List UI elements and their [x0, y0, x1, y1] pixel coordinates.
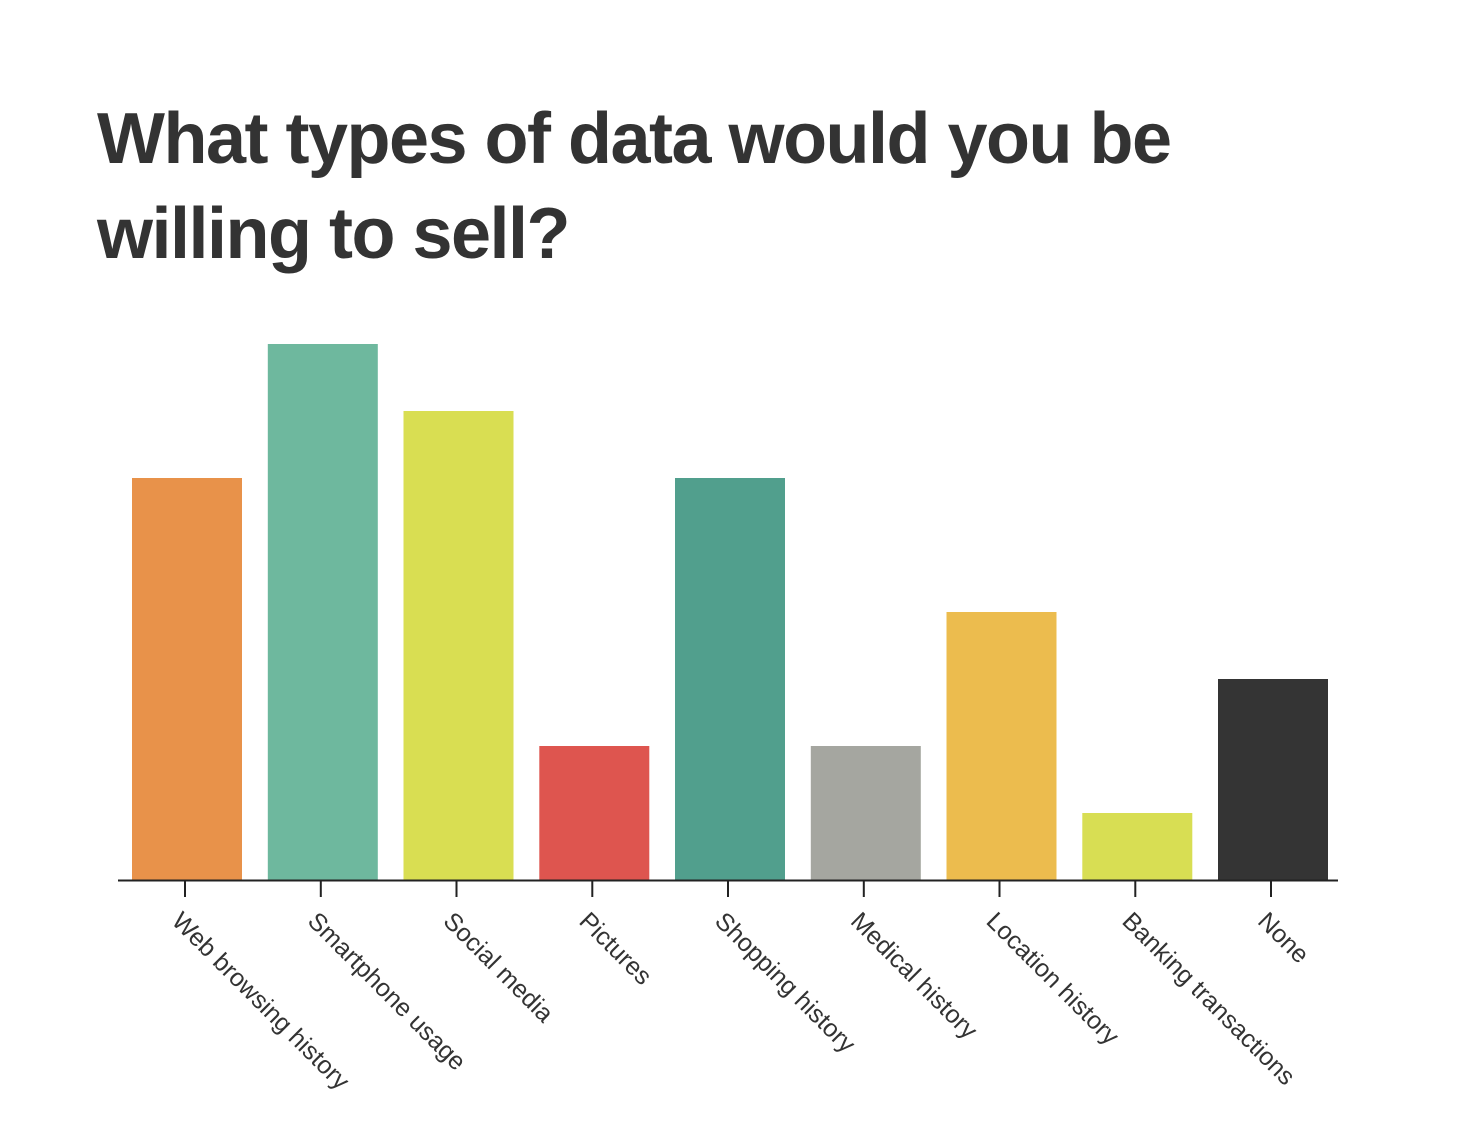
- x-ticks-group: [184, 880, 1272, 897]
- x-tick-label-social-media: Social media: [438, 907, 559, 1028]
- chart-title: What types of data would you be willing …: [97, 99, 1172, 274]
- bar-shopping-history: [675, 478, 785, 880]
- x-tick-label-pictures: Pictures: [574, 907, 658, 991]
- bar-web-browsing-history: [132, 478, 242, 880]
- bar-smartphone-usage: [267, 344, 378, 880]
- bar-pictures: [539, 746, 650, 880]
- bar-medical-history: [810, 746, 921, 880]
- x-tick-label-shopping-history: Shopping history: [709, 907, 861, 1059]
- x-tick-label-location-history: Location history: [981, 907, 1125, 1051]
- bar-social-media: [403, 411, 514, 880]
- bar-banking-transactions: [1082, 813, 1193, 880]
- x-tick-label-none: None: [1252, 907, 1314, 969]
- bar-none: [1218, 679, 1328, 880]
- bars-group: [132, 344, 1328, 880]
- x-tick-label-medical-history: Medical history: [845, 907, 983, 1045]
- bar-location-history: [946, 612, 1057, 880]
